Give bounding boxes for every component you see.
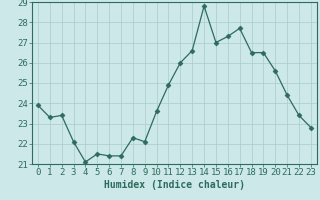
X-axis label: Humidex (Indice chaleur): Humidex (Indice chaleur) [104,180,245,190]
